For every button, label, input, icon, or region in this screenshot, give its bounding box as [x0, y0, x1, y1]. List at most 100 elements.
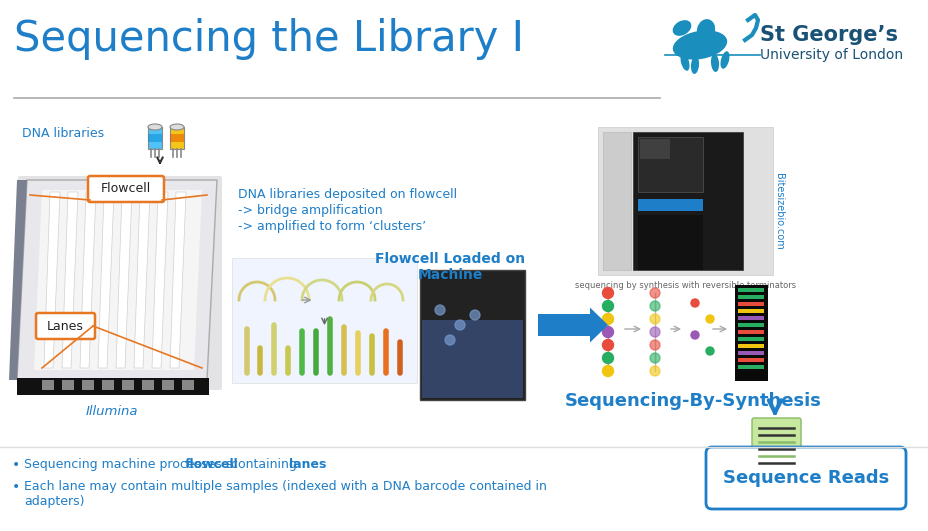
- Text: Illumina: Illumina: [85, 405, 138, 418]
- Polygon shape: [116, 192, 132, 368]
- Text: Sequencing the Library I: Sequencing the Library I: [14, 18, 523, 60]
- Text: -> amplified to form ‘clusters’: -> amplified to form ‘clusters’: [238, 220, 426, 233]
- Ellipse shape: [696, 19, 715, 41]
- Bar: [737, 365, 763, 369]
- Bar: [419, 270, 524, 400]
- Bar: [142, 380, 154, 390]
- Bar: [148, 134, 161, 142]
- Circle shape: [650, 353, 659, 363]
- Ellipse shape: [170, 124, 184, 130]
- Bar: [232, 258, 417, 383]
- Bar: [421, 320, 522, 398]
- Ellipse shape: [672, 30, 727, 59]
- Polygon shape: [170, 192, 186, 368]
- Bar: [161, 380, 174, 390]
- Ellipse shape: [710, 54, 718, 72]
- Bar: [170, 127, 184, 149]
- Bar: [632, 132, 742, 270]
- FancyBboxPatch shape: [36, 313, 95, 339]
- Circle shape: [650, 314, 659, 324]
- Polygon shape: [17, 378, 209, 395]
- Text: lanes: lanes: [289, 458, 327, 471]
- Text: Bitesizebio.com: Bitesizebio.com: [773, 173, 783, 250]
- Circle shape: [445, 335, 455, 345]
- Bar: [148, 127, 161, 149]
- Ellipse shape: [690, 56, 698, 74]
- Text: •: •: [12, 480, 20, 494]
- Bar: [737, 288, 763, 292]
- Ellipse shape: [672, 20, 690, 36]
- Bar: [170, 134, 184, 142]
- Bar: [602, 132, 630, 270]
- Circle shape: [650, 340, 659, 350]
- FancyBboxPatch shape: [751, 418, 800, 477]
- Circle shape: [650, 288, 659, 298]
- Circle shape: [602, 327, 612, 338]
- Circle shape: [455, 320, 465, 330]
- Text: •: •: [12, 458, 20, 472]
- Bar: [737, 309, 763, 313]
- Bar: [638, 137, 702, 192]
- Ellipse shape: [720, 52, 728, 68]
- Bar: [737, 351, 763, 355]
- Circle shape: [602, 339, 612, 350]
- Circle shape: [602, 353, 612, 364]
- Polygon shape: [34, 190, 201, 370]
- Circle shape: [602, 365, 612, 376]
- Bar: [737, 337, 763, 341]
- Polygon shape: [17, 180, 217, 380]
- Text: St George’s: St George’s: [759, 25, 897, 45]
- Bar: [737, 302, 763, 306]
- Circle shape: [705, 315, 714, 323]
- Bar: [734, 285, 767, 381]
- Text: Sequencing machine processes a: Sequencing machine processes a: [24, 458, 238, 471]
- Polygon shape: [62, 192, 78, 368]
- Circle shape: [650, 301, 659, 311]
- Bar: [737, 323, 763, 327]
- Text: Sequencing-By-Synthesis: Sequencing-By-Synthesis: [564, 392, 820, 410]
- Circle shape: [602, 313, 612, 324]
- Ellipse shape: [148, 124, 161, 130]
- Polygon shape: [9, 180, 27, 380]
- Ellipse shape: [679, 53, 689, 71]
- Text: Sequence Reads: Sequence Reads: [722, 469, 888, 487]
- Circle shape: [602, 301, 612, 312]
- Bar: [122, 380, 134, 390]
- Bar: [82, 380, 94, 390]
- Circle shape: [650, 327, 659, 337]
- Bar: [737, 295, 763, 299]
- Polygon shape: [152, 192, 168, 368]
- FancyBboxPatch shape: [88, 176, 164, 202]
- Text: -> bridge amplification: -> bridge amplification: [238, 204, 382, 217]
- Bar: [62, 380, 74, 390]
- Circle shape: [705, 347, 714, 355]
- Text: Lanes: Lanes: [47, 320, 84, 332]
- Text: containing: containing: [226, 458, 301, 471]
- Circle shape: [470, 310, 480, 320]
- Circle shape: [434, 305, 445, 315]
- FancyBboxPatch shape: [18, 176, 222, 390]
- Text: DNA libraries: DNA libraries: [22, 127, 104, 140]
- Bar: [737, 358, 763, 362]
- Text: flowcell: flowcell: [185, 458, 238, 471]
- Polygon shape: [44, 192, 60, 368]
- Text: University of London: University of London: [759, 48, 902, 62]
- Bar: [182, 380, 194, 390]
- Bar: [639, 139, 669, 159]
- Bar: [737, 330, 763, 334]
- Text: Each lane may contain multiple samples (indexed with a DNA barcode contained in
: Each lane may contain multiple samples (…: [24, 480, 547, 508]
- Bar: [638, 199, 702, 211]
- Text: Flowcell Loaded on
Machine: Flowcell Loaded on Machine: [375, 252, 524, 282]
- Text: Flowcell: Flowcell: [101, 183, 151, 195]
- Polygon shape: [97, 192, 114, 368]
- FancyBboxPatch shape: [705, 447, 905, 509]
- Text: sequencing by synthesis with reversible terminators: sequencing by synthesis with reversible …: [574, 281, 795, 290]
- Circle shape: [690, 331, 698, 339]
- Bar: [737, 316, 763, 320]
- Circle shape: [690, 299, 698, 307]
- Bar: [102, 380, 114, 390]
- Bar: [42, 380, 54, 390]
- Text: DNA libraries deposited on flowcell: DNA libraries deposited on flowcell: [238, 188, 457, 201]
- Polygon shape: [80, 192, 96, 368]
- Bar: [737, 344, 763, 348]
